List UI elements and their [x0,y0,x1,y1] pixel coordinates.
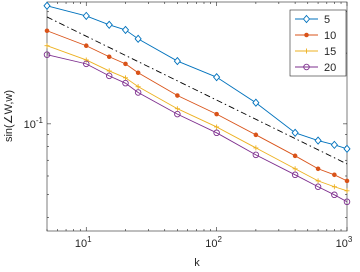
marker [314,183,322,190]
tick-label: 102 [205,235,222,250]
marker [314,136,322,145]
marker [315,166,321,172]
series-line [46,30,348,182]
marker [135,70,141,76]
legend-label: 5 [324,14,330,26]
tick-label: 10-1 [24,116,44,131]
marker [213,72,221,82]
marker [44,28,50,34]
marker [292,153,298,159]
tick-label-exponent: 3 [348,235,353,244]
marker [105,72,113,80]
legend-label: 15 [324,46,336,58]
y-axis-label: sin(∠W,w) [3,90,15,142]
marker [302,14,311,24]
marker [134,34,142,44]
marker [43,1,51,10]
marker [315,178,321,184]
tick-label-base: 10 [24,119,36,131]
marker [343,144,351,154]
x-axis-label: k [194,257,200,269]
marker [43,51,51,58]
marker [175,93,180,98]
marker [174,106,180,112]
tick-label-exponent: -1 [36,116,44,125]
marker [106,68,112,74]
legend-label: 20 [324,62,336,74]
tick-label: 101 [75,235,92,250]
marker [213,129,220,137]
tick-label-base: 10 [336,238,348,250]
marker [174,110,181,118]
marker [330,140,338,150]
marker [303,63,310,71]
marker [214,111,219,117]
marker [83,57,89,63]
legend-box [289,9,347,77]
marker [82,60,90,68]
tick-label: 103 [336,235,353,250]
marker [252,98,260,107]
marker [123,61,128,67]
marker [122,79,129,87]
tick-label-exponent: 1 [87,235,92,244]
reference-line [46,16,348,165]
marker [332,172,337,178]
marker [83,43,89,49]
tick-label-base: 10 [75,238,87,250]
marker [173,56,181,66]
marker [214,124,220,130]
legend-label: 10 [324,30,336,42]
marker [331,191,338,199]
marker [304,48,309,54]
marker [82,11,90,21]
marker [291,128,299,137]
marker [344,178,350,184]
tick-label-exponent: 2 [218,235,223,244]
marker [121,25,130,35]
marker [253,145,259,151]
marker [292,166,298,172]
marker [44,43,50,49]
marker [331,184,337,190]
marker [252,151,260,159]
marker [344,188,350,194]
marker [135,84,141,90]
marker [134,89,142,96]
tick-label-base: 10 [205,238,217,250]
marker [304,32,309,38]
marker [291,171,299,179]
marker [122,75,128,81]
series-line [46,45,348,192]
marker [253,132,259,138]
marker [106,54,112,60]
marker [105,20,113,29]
marker [343,198,351,206]
